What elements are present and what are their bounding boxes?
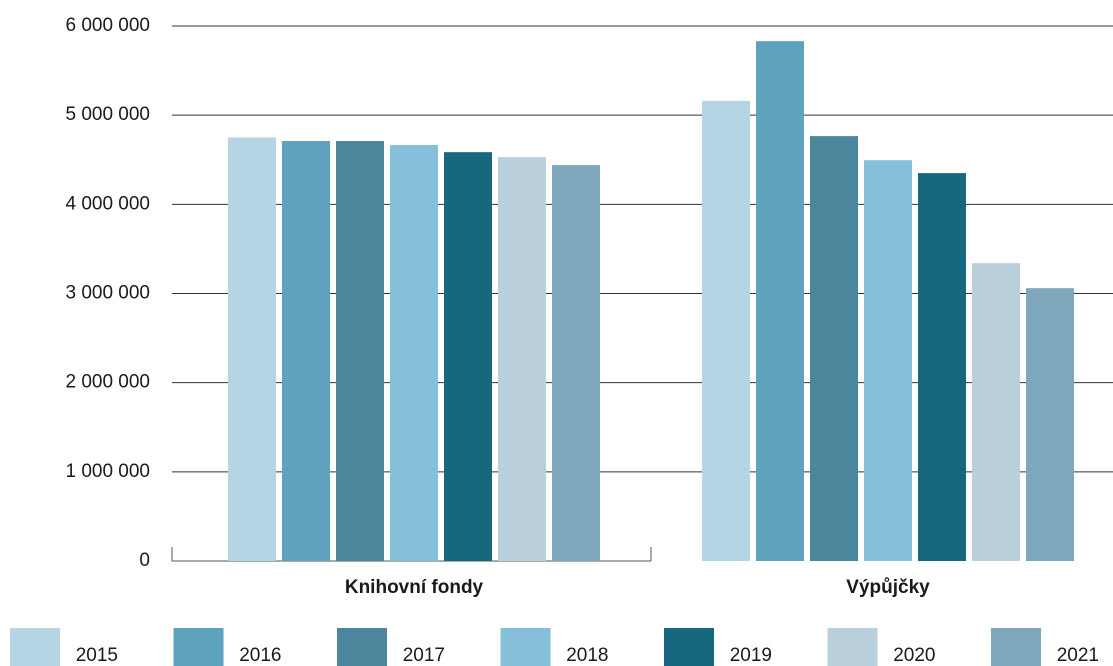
legend-swatch: [173, 628, 224, 666]
bar: [756, 41, 804, 562]
x-tick-label: Výpůjčky: [846, 577, 930, 598]
bar: [810, 136, 858, 561]
legend-label: 2019: [730, 645, 772, 666]
legend-label: 2015: [76, 645, 118, 666]
x-tick-label: Knihovní fondy: [345, 577, 484, 598]
bar: [228, 137, 276, 562]
bar: [552, 165, 600, 561]
y-tick-label: 5 000 000: [65, 104, 150, 125]
legend-swatch: [991, 628, 1041, 666]
bar: [336, 141, 384, 561]
legend-label: 2016: [239, 645, 281, 666]
bar: [972, 263, 1020, 561]
bar: [498, 157, 546, 561]
bar: [282, 141, 330, 561]
y-tick-label: 4 000 000: [65, 193, 150, 214]
bar: [702, 100, 750, 562]
y-tick-label: 0: [139, 550, 150, 571]
legend-label: 2018: [566, 645, 608, 666]
y-tick-label: 6 000 000: [65, 15, 150, 36]
legend-swatch: [337, 628, 387, 666]
bar: [1026, 288, 1074, 561]
bar: [918, 173, 966, 561]
y-tick-label: 2 000 000: [65, 372, 150, 393]
legend-swatch: [827, 628, 878, 666]
legend-label: 2021: [1057, 645, 1099, 666]
y-tick-label: 3 000 000: [65, 283, 150, 304]
legend-swatch: [500, 628, 551, 666]
y-tick-label: 1 000 000: [65, 461, 150, 482]
legend-label: 2020: [893, 645, 935, 666]
legend-swatch: [10, 628, 60, 666]
bar: [444, 152, 492, 561]
legend-label: 2017: [403, 645, 445, 666]
bar: [864, 160, 912, 561]
legend-swatch: [664, 628, 714, 666]
bar: [390, 145, 438, 561]
